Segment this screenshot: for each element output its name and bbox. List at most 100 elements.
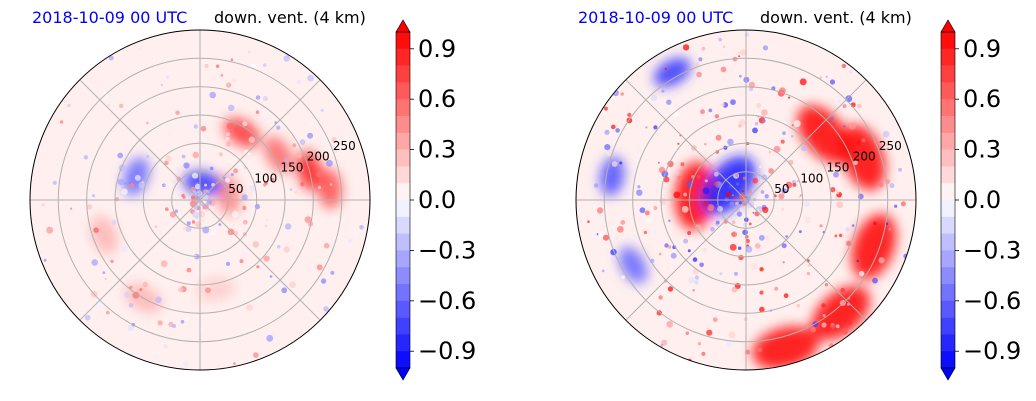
field-speckle: [117, 152, 124, 159]
field-speckle: [320, 108, 324, 112]
radial-tick-label: 100: [800, 171, 823, 185]
field-speckle: [769, 270, 771, 273]
field-speckle: [165, 155, 172, 162]
field-speckle: [110, 259, 114, 263]
field-speckle: [248, 185, 256, 192]
field-speckle: [223, 176, 226, 180]
field-speckle: [738, 119, 746, 126]
field-speckle: [748, 222, 752, 226]
radial-tick-label: 250: [879, 139, 902, 153]
field-speckle: [664, 243, 669, 248]
colorbar-extend-min: [395, 367, 411, 381]
field-speckle: [232, 78, 237, 83]
colorbar-segment: [941, 48, 955, 66]
colorbar-segment: [396, 267, 410, 285]
field-speckle: [326, 159, 333, 167]
field-cell: [599, 156, 625, 197]
colorbar-tick-label: 0.9: [963, 35, 1001, 63]
field-speckle: [192, 211, 199, 219]
field-speckle: [741, 189, 745, 193]
colorbar-segment: [396, 82, 410, 100]
field-speckle: [732, 220, 736, 224]
field-speckle: [687, 249, 691, 253]
field-speckle: [181, 154, 186, 159]
field-speckle: [282, 197, 285, 200]
field-speckle: [835, 324, 840, 329]
field-speckle: [146, 121, 149, 125]
field-speckle: [888, 227, 891, 231]
field-speckle: [164, 160, 169, 166]
field-speckle: [819, 76, 822, 79]
field-speckle: [799, 78, 807, 86]
field-speckle: [59, 120, 64, 124]
field-speckle: [783, 293, 789, 299]
field-speckle: [729, 243, 737, 251]
colorbar-tick-label: −0.9: [963, 337, 1021, 365]
field-speckle: [786, 118, 790, 122]
field-speckle: [196, 189, 202, 195]
field-speckle: [252, 241, 259, 248]
field-speckle: [834, 189, 840, 195]
field-speckle: [121, 188, 128, 195]
field-speckle: [734, 271, 738, 276]
field-speckle: [637, 185, 641, 189]
field-speckle: [736, 182, 740, 186]
field-speckle: [299, 139, 306, 145]
field-speckle: [688, 277, 695, 284]
field-speckle: [330, 270, 335, 275]
field-speckle: [742, 229, 748, 236]
field-speckle: [858, 270, 865, 277]
field-speckle: [639, 207, 646, 214]
field-speckle: [43, 258, 47, 262]
field-speckle: [92, 194, 96, 198]
field-speckle: [834, 234, 838, 238]
colorbar-tick-label: −0.6: [963, 287, 1021, 315]
colorbar-segment: [941, 300, 955, 318]
field-speckle: [270, 177, 275, 182]
field-speckle: [284, 157, 289, 162]
field-speckle: [208, 251, 212, 254]
field-speckle: [283, 246, 290, 253]
field-speckle: [352, 231, 359, 238]
colorbar-segment: [941, 233, 955, 251]
field-speckle: [761, 109, 768, 116]
field-speckle: [187, 150, 192, 156]
field-speckle: [707, 204, 715, 212]
field-speckle: [663, 176, 670, 183]
field-speckle: [824, 283, 828, 287]
angular-gridline: [79, 79, 201, 201]
colorbar-segment: [941, 166, 955, 184]
field-speckle: [598, 231, 605, 237]
field-speckle: [883, 145, 887, 149]
field-speckle: [316, 264, 323, 271]
field-speckle: [740, 48, 748, 56]
field-speckle: [731, 231, 738, 238]
field-speckle: [692, 289, 695, 292]
field-speckle: [872, 277, 878, 284]
field-speckle: [206, 284, 210, 288]
field-speckle: [692, 257, 698, 262]
field-speckle: [853, 160, 858, 166]
field-speckle: [67, 103, 71, 108]
field-speckle: [759, 165, 762, 169]
colorbar-segment: [396, 132, 410, 150]
field-speckle: [739, 207, 744, 212]
field-speckle: [300, 168, 304, 172]
field-speckle: [233, 362, 236, 365]
field-speckle: [704, 179, 708, 183]
field-speckle: [715, 134, 722, 141]
field-speckle: [40, 250, 44, 254]
field-speckles: [587, 32, 909, 363]
field-speckle: [807, 264, 811, 267]
field-speckle: [836, 201, 844, 209]
field-cell: [752, 326, 819, 370]
field-speckle: [774, 194, 777, 198]
field-blobs: [599, 57, 897, 370]
field-speckle: [134, 174, 141, 181]
field-speckle: [728, 331, 736, 339]
field-speckle: [102, 271, 106, 274]
field-speckle: [714, 172, 719, 177]
field-speckle: [658, 166, 666, 174]
field-speckle: [833, 171, 839, 178]
